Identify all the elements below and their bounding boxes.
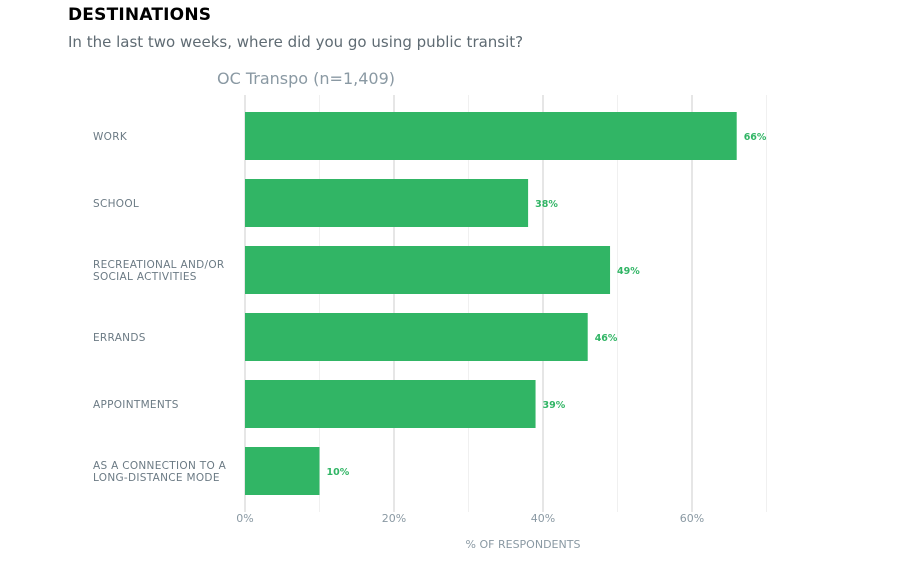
data-label: 46% <box>595 333 618 344</box>
category-label: SCHOOL <box>93 198 139 210</box>
category-label: APPOINTMENTS <box>93 399 179 411</box>
x-tick-label: 20% <box>382 512 406 525</box>
x-tick-label: 40% <box>531 512 555 525</box>
data-label: 66% <box>744 132 767 143</box>
category-label: WORK <box>93 131 128 143</box>
x-tick-label: 0% <box>236 512 253 525</box>
bar <box>245 380 536 428</box>
data-label: 49% <box>617 266 640 277</box>
bar <box>245 246 611 294</box>
data-label: 38% <box>535 199 558 210</box>
category-label: LONG-DISTANCE MODE <box>93 472 220 484</box>
bar <box>245 112 737 160</box>
page-title: DESTINATIONS <box>68 5 212 25</box>
bar <box>245 179 529 227</box>
chart-title: OC Transpo (n=1,409) <box>217 69 395 88</box>
x-tick-label: 60% <box>680 512 704 525</box>
data-label: 10% <box>327 467 350 478</box>
category-label: ERRANDS <box>93 332 146 344</box>
bar <box>245 447 320 495</box>
category-label: AS A CONNECTION TO A <box>93 460 227 472</box>
bar <box>245 313 588 361</box>
category-label: SOCIAL ACTIVITIES <box>93 271 197 283</box>
x-axis-label: % OF RESPONDENTS <box>466 538 581 551</box>
data-label: 39% <box>543 400 566 411</box>
page-subtitle: In the last two weeks, where did you go … <box>68 33 524 51</box>
category-label: RECREATIONAL AND/OR <box>93 259 224 271</box>
